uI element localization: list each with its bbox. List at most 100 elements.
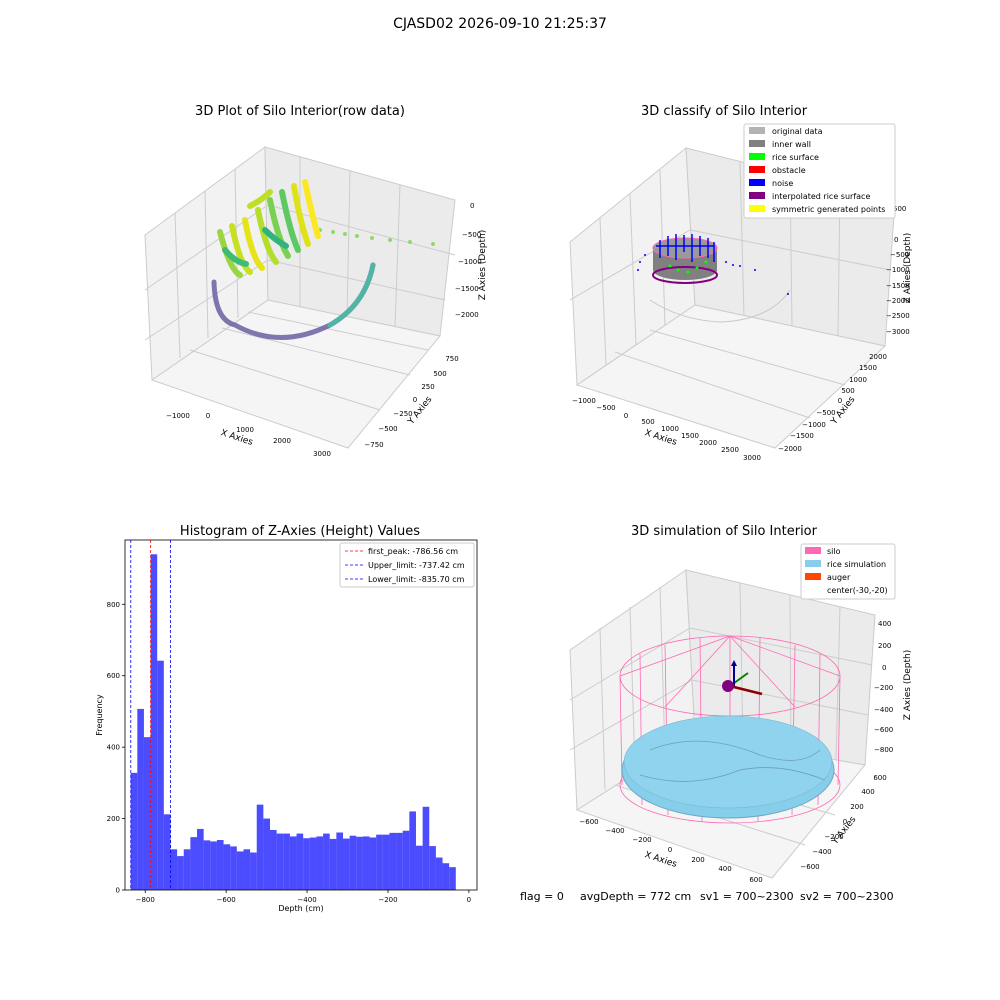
histogram-bar	[137, 708, 144, 890]
sim-ytick: 0	[843, 818, 847, 826]
classify-legend-label: original data	[772, 127, 823, 136]
raw-ytick: −250	[393, 410, 412, 418]
histogram-bar	[236, 851, 244, 890]
classify-guide-arc	[649, 289, 791, 323]
histogram-bar	[336, 832, 343, 890]
raw-trail-points	[318, 228, 435, 246]
classify-legend-swatch	[749, 192, 765, 199]
histogram-bar	[230, 846, 237, 890]
raw-wall-cluster	[217, 179, 321, 278]
histogram-bar	[349, 835, 357, 890]
sim-ztick: 0	[882, 664, 886, 672]
simulation-plot-title: 3D simulation of Silo Interior	[631, 524, 817, 539]
classify-ytick: −2000	[778, 445, 802, 453]
classify-ytick: −1000	[802, 421, 826, 429]
sv2-readout: sv2 = 700~2300	[800, 890, 894, 903]
classify-legend-label: symmetric generated points	[772, 205, 885, 214]
histogram-bar	[150, 554, 158, 890]
sim-legend-label: auger	[827, 573, 851, 582]
histogram-bar	[210, 841, 217, 890]
histogram-bar	[362, 836, 370, 890]
classify-xtick: 3000	[743, 454, 761, 462]
simulation-3d-plot[interactable]: −600 −400 −200 0 200 400 600 600 400 200…	[500, 500, 1000, 1000]
sim-xlabel: X Axies	[643, 850, 678, 870]
histogram-bar	[203, 840, 211, 890]
classify-ztick: 0	[894, 236, 898, 244]
classify-ytick: 0	[838, 397, 842, 405]
classify-xtick: 2000	[699, 439, 717, 447]
sim-ztick: −600	[874, 726, 893, 734]
histogram-bar	[270, 830, 277, 890]
raw-plot-title: 3D Plot of Silo Interior(row data)	[195, 104, 405, 119]
histogram-frame	[124, 539, 478, 891]
classify-ytick: −500	[816, 409, 835, 417]
histogram-xtick-label: −600	[217, 896, 236, 904]
histogram-bar	[183, 849, 191, 890]
sim-legend-swatch	[805, 547, 821, 554]
sim-ytick: 600	[873, 774, 886, 782]
histogram-bar	[263, 818, 271, 890]
histogram-bar	[130, 772, 138, 890]
classify-ztick: −1500	[886, 282, 910, 290]
histogram-ytick-label: 400	[107, 744, 120, 752]
classify-legend-swatch	[749, 153, 765, 160]
sim-legend-label: center(-30,-20)	[827, 586, 888, 595]
sim-xtick: 0	[668, 846, 672, 854]
histogram-legend-label: first_peak: -786.56 cm	[368, 547, 458, 556]
sim-ytick: −400	[812, 848, 831, 856]
histogram-legend: first_peak: -786.56 cm Upper_limit: -737.…	[339, 542, 475, 588]
histogram-bar	[197, 828, 204, 890]
histogram-bar	[177, 856, 184, 890]
histogram-bar	[409, 811, 416, 890]
sim-xtick: −200	[632, 836, 651, 844]
raw-xtick: 1000	[236, 426, 254, 434]
raw-xtick: −1000	[166, 412, 190, 420]
histogram-bar	[170, 849, 178, 890]
sim-ytick: 200	[850, 803, 863, 811]
histogram-bar	[223, 844, 231, 890]
sim-legend-swatch	[805, 560, 821, 567]
raw-xtick: 0	[206, 412, 210, 420]
classify-legend-label: rice surface	[772, 153, 819, 162]
classify-xtick: −1000	[572, 397, 596, 405]
classify-noise-points	[637, 254, 789, 295]
classify-xtick: 500	[641, 418, 654, 426]
sim-legend-swatch	[805, 573, 821, 580]
histogram-bar	[396, 832, 403, 890]
raw-ytick: 250	[421, 383, 434, 391]
classify-ytick: 1500	[859, 364, 877, 372]
classify-xtick: 2500	[721, 446, 739, 454]
histogram-bar	[296, 833, 304, 890]
histogram-bar	[329, 838, 337, 890]
histogram-bar	[250, 852, 257, 890]
raw-3d-plot[interactable]: −1000 0 1000 2000 3000 750 500 250 0 −25…	[0, 0, 500, 500]
raw-ztick: −2000	[455, 311, 479, 319]
raw-ytick: 750	[445, 355, 458, 363]
histogram-bar	[342, 838, 350, 890]
histogram-bar	[376, 834, 383, 890]
classify-ztick: −2000	[886, 297, 910, 305]
sim-zlabel: Z Axies (Depth)	[903, 650, 913, 721]
raw-ytick: 500	[433, 370, 446, 378]
sim-ztick: −400	[874, 706, 893, 714]
raw-ztick: −500	[462, 231, 481, 239]
histogram-ytick-label: 0	[116, 887, 120, 895]
classify-legend-label: noise	[772, 179, 793, 188]
histogram-bar	[157, 660, 164, 890]
histogram-ytick-label: 600	[107, 672, 120, 680]
classify-3d-plot[interactable]: −1000 −500 0 500 1000 1500 2000 2500 300…	[500, 0, 1000, 500]
histogram-bar	[323, 833, 330, 890]
histogram-xlabel: Depth (cm)	[278, 904, 323, 913]
avg-depth-readout: avgDepth = 772 cm	[580, 890, 692, 903]
sim-ytick: −200	[824, 833, 843, 841]
sim-xtick: −600	[579, 818, 598, 826]
histogram-legend-label: Upper_limit: -737.42 cm	[368, 561, 465, 570]
histogram-bar	[216, 840, 224, 890]
classify-legend: original data inner wall rice surface obsta…	[743, 123, 896, 219]
histogram-bar	[276, 833, 284, 890]
histogram-ytick-label: 800	[107, 601, 120, 609]
classify-ztick: −500	[890, 251, 909, 259]
classify-ytick: 500	[841, 387, 854, 395]
raw-zlabel: Z Axies (Depth)	[478, 230, 488, 301]
